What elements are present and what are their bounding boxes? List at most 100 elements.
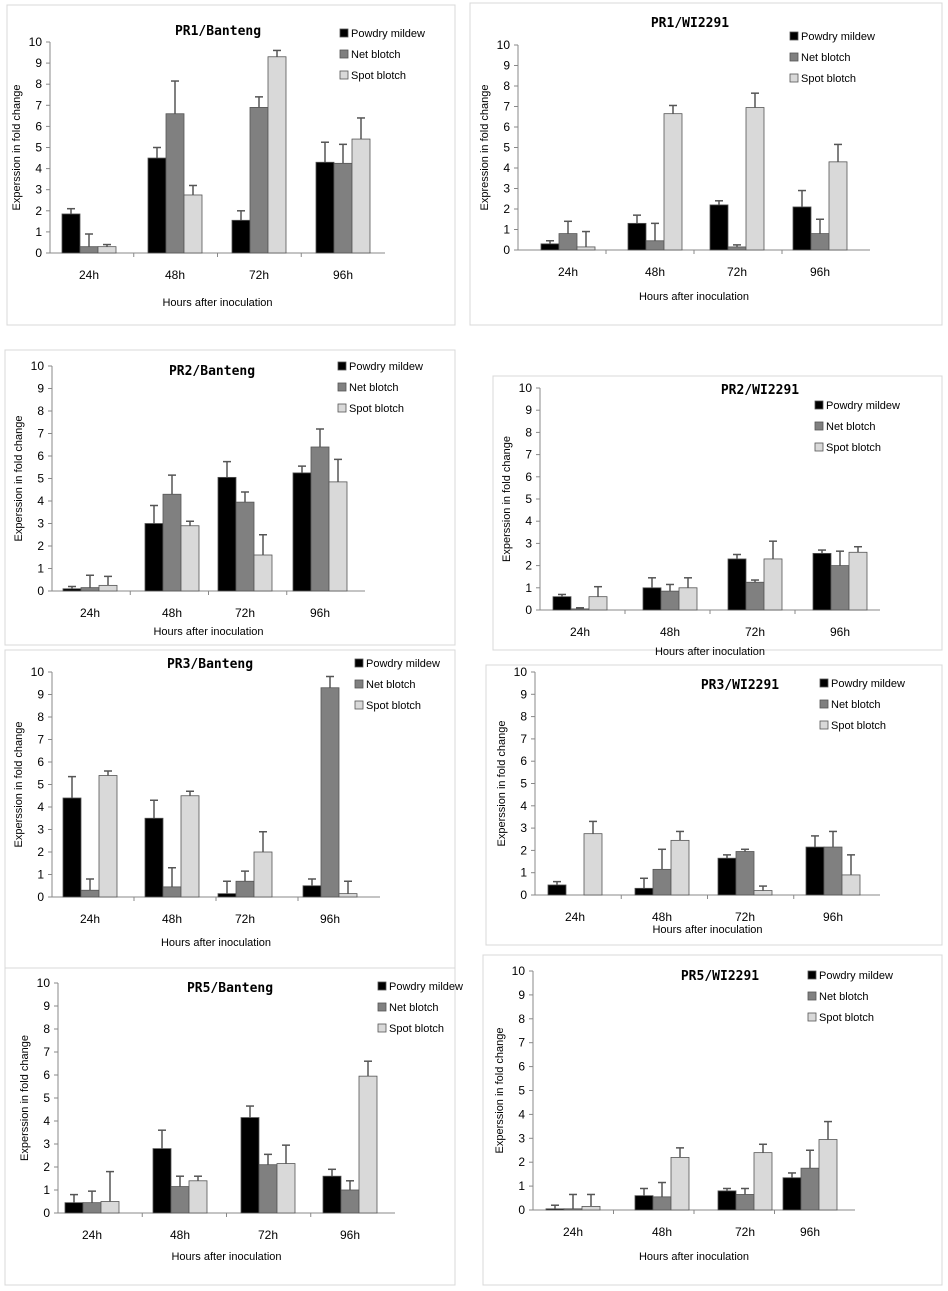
bar	[61, 213, 81, 254]
y-tick-label: 1	[43, 1183, 50, 1197]
legend-label: Net blotch	[389, 1002, 439, 1014]
bar	[249, 107, 269, 254]
bar	[570, 608, 590, 611]
legend-label: Net blotch	[831, 699, 881, 711]
chart-title: PR5/WI2291	[681, 969, 759, 984]
chart-panel: PR3/WI2291 0 1 2 3 4 5 6 7 8 9 10 24h 48h 72h 96h Expers…	[485, 664, 943, 946]
bar	[98, 584, 118, 592]
bar	[717, 857, 737, 896]
bar	[558, 233, 578, 251]
y-tick-label: 4	[35, 162, 42, 176]
x-tick-label: 72h	[735, 910, 755, 924]
y-tick-label: 1	[525, 581, 532, 595]
y-tick-label: 6	[518, 1060, 525, 1074]
legend-label: Spot blotch	[389, 1023, 444, 1035]
bar	[231, 219, 251, 254]
y-tick-label: 6	[503, 120, 510, 134]
y-tick-label: 0	[35, 246, 42, 260]
y-tick-label: 1	[520, 866, 527, 880]
y-tick-label: 1	[518, 1179, 525, 1193]
bar	[660, 590, 680, 611]
x-axis-label: Hours after inoculation	[153, 626, 263, 638]
legend-swatch	[814, 421, 824, 431]
x-tick-label: 72h	[235, 606, 255, 620]
bar	[735, 851, 755, 896]
bar	[805, 846, 825, 896]
bar	[64, 1202, 84, 1214]
bar	[144, 523, 164, 592]
y-tick-label: 0	[520, 888, 527, 902]
bar	[818, 1139, 838, 1211]
bar	[627, 222, 647, 251]
y-tick-label: 8	[35, 77, 42, 91]
legend-swatch	[377, 1002, 387, 1012]
x-tick-label: 96h	[333, 268, 353, 282]
y-tick-label: 10	[514, 665, 528, 679]
legend-label: Net blotch	[351, 49, 401, 61]
x-tick-label: 72h	[735, 1225, 755, 1239]
x-tick-label: 48h	[645, 265, 665, 279]
y-tick-label: 9	[525, 403, 532, 417]
legend-swatch	[814, 442, 824, 452]
y-tick-label: 9	[35, 56, 42, 70]
bar	[253, 554, 273, 592]
bar	[152, 1148, 172, 1214]
bar	[753, 1152, 773, 1211]
legend-label: Powdry mildew	[831, 678, 905, 690]
y-tick-label: 6	[520, 754, 527, 768]
x-tick-label: 48h	[652, 910, 672, 924]
bar	[753, 890, 773, 896]
y-tick-label: 3	[525, 536, 532, 550]
legend-swatch	[819, 699, 829, 709]
y-tick-label: 5	[525, 492, 532, 506]
legend-swatch	[814, 400, 824, 410]
legend-swatch	[354, 679, 364, 689]
chart-title: PR2/WI2291	[721, 383, 799, 398]
x-tick-label: 24h	[79, 268, 99, 282]
bar	[310, 446, 330, 592]
x-axis-label: Hours after inoculation	[655, 646, 765, 658]
legend-label: Spot blotch	[349, 403, 404, 415]
legend-swatch	[337, 361, 347, 371]
y-axis-label: Expression in fold change	[479, 85, 491, 211]
legend-swatch	[377, 1023, 387, 1033]
panel-border	[485, 664, 943, 946]
bar	[162, 493, 182, 592]
x-tick-label: 48h	[165, 268, 185, 282]
legend-swatch	[377, 981, 387, 991]
y-tick-label: 10	[37, 976, 51, 990]
x-axis-label: Hours after inoculation	[639, 291, 749, 303]
y-tick-label: 4	[37, 800, 44, 814]
bar	[812, 552, 832, 611]
bar	[727, 558, 747, 611]
bar	[98, 775, 118, 898]
y-tick-label: 0	[43, 1206, 50, 1220]
chart-panel: PR2/Banteng 0 1 2 3 4 5 6 7 8 9 10 24h 48h 72h 96h Exper…	[4, 349, 456, 646]
bar	[670, 1157, 690, 1211]
y-tick-label: 4	[525, 514, 532, 528]
y-tick-label: 3	[518, 1131, 525, 1145]
x-tick-label: 48h	[170, 1228, 190, 1242]
x-tick-label: 24h	[570, 625, 590, 639]
x-tick-label: 96h	[823, 910, 843, 924]
y-tick-label: 10	[519, 381, 533, 395]
y-tick-label: 8	[520, 710, 527, 724]
x-tick-label: 48h	[162, 606, 182, 620]
y-axis-label: Experssion in fold change	[501, 436, 513, 562]
bar	[253, 851, 273, 898]
y-tick-label: 7	[525, 448, 532, 462]
bar	[828, 161, 848, 251]
bar	[717, 1190, 737, 1211]
bar	[235, 501, 255, 592]
bar	[80, 587, 100, 592]
bar	[576, 246, 596, 251]
bar	[147, 157, 167, 254]
y-tick-label: 9	[520, 687, 527, 701]
legend-label: Powdry mildew	[801, 31, 875, 43]
legend-label: Powdry mildew	[351, 28, 425, 40]
bar	[338, 893, 358, 898]
bar	[217, 476, 237, 592]
bar	[823, 846, 843, 896]
y-tick-label: 10	[29, 35, 43, 49]
bar	[292, 472, 312, 592]
